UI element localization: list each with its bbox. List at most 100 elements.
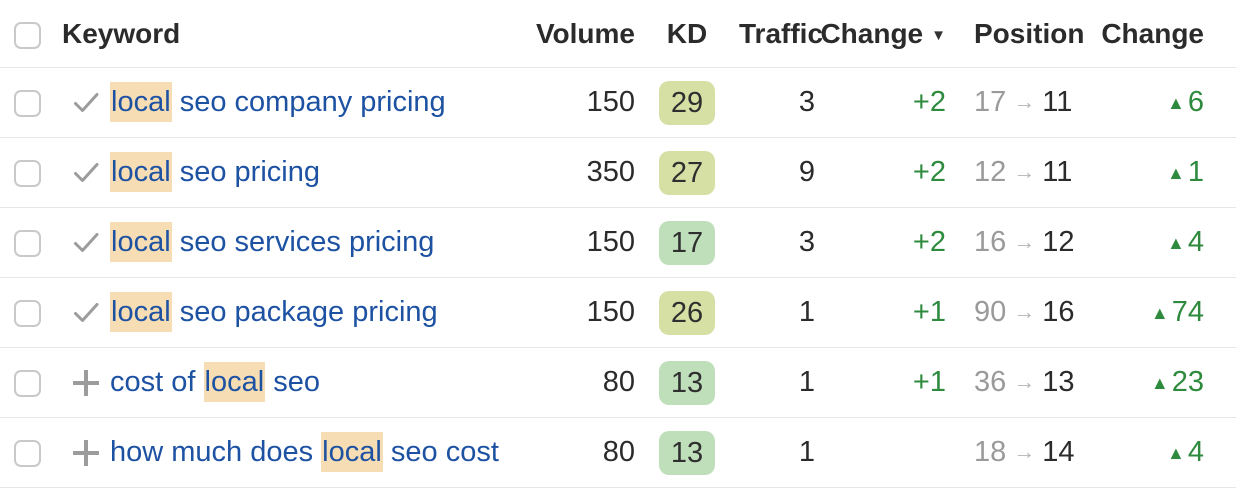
volume-cell: 150 (586, 296, 635, 328)
traffic-cell: 3 (798, 86, 815, 118)
position-cell: 90 → 16 (946, 296, 1077, 329)
kd-cell: 29 (635, 80, 739, 125)
sort-desc-icon: ▼ (931, 26, 946, 44)
position-arrow-icon: → (1013, 159, 1036, 184)
position-change-cell: ▲ 4 (1167, 226, 1204, 258)
keyword-highlight: local (110, 82, 172, 122)
keyword-text: how much does (110, 436, 322, 468)
position-cell: 18 → 14 (946, 436, 1077, 469)
table-row: local seo pricing 350 27 9 +2 12 → 11 ▲ 1 (0, 138, 1236, 208)
table-row: local seo package pricing 150 26 1 +1 90… (0, 278, 1236, 348)
keyword-link[interactable]: cost of local seo (110, 362, 320, 402)
keyword-link[interactable]: local seo services pricing (110, 222, 434, 262)
kd-badge: 13 (659, 360, 715, 405)
keyword-column-label: Keyword (62, 17, 181, 49)
up-triangle-icon: ▲ (1167, 443, 1185, 463)
volume-cell: 150 (586, 226, 635, 258)
row-checkbox[interactable] (14, 159, 41, 187)
kd-badge: 17 (659, 220, 715, 265)
keyword-text: seo services pricing (171, 226, 435, 258)
position-new: 12 (1042, 226, 1075, 258)
keyword-text: seo (265, 366, 320, 398)
traffic-cell: 3 (798, 226, 815, 258)
position-arrow-icon: → (1013, 369, 1036, 394)
traffic-cell: 1 (798, 436, 815, 468)
keyword-text: seo pricing (171, 156, 320, 188)
up-triangle-icon: ▲ (1167, 233, 1185, 253)
row-checkbox[interactable] (14, 439, 41, 467)
column-header-change[interactable]: Change ▼ (820, 17, 946, 49)
column-header-position[interactable]: Position (974, 17, 1085, 49)
column-header-kd[interactable]: KD (666, 17, 708, 49)
kd-cell: 17 (635, 220, 739, 265)
position-change-cell: ▲ 23 (1150, 366, 1204, 398)
kd-cell: 26 (635, 290, 739, 335)
position-old: 16 (974, 226, 1007, 258)
keyword-link[interactable]: local seo company pricing (110, 82, 446, 122)
keyword-highlight: local (110, 152, 172, 192)
traffic-change-cell: +2 (912, 226, 946, 258)
up-triangle-icon: ▲ (1150, 303, 1169, 323)
position-new: 16 (1042, 296, 1075, 328)
column-header-traffic[interactable]: Traffic (739, 17, 824, 49)
table-row: local seo company pricing 150 29 3 +2 17… (0, 68, 1236, 138)
up-triangle-icon: ▲ (1167, 163, 1185, 183)
keyword-link[interactable]: local seo pricing (110, 152, 320, 192)
position-old: 18 (974, 436, 1007, 468)
position-change-cell: ▲ 6 (1167, 86, 1204, 118)
row-checkbox[interactable] (14, 89, 41, 117)
column-header-keyword[interactable]: Keyword (62, 18, 525, 50)
column-header-position-change[interactable]: Change (1101, 17, 1204, 49)
up-triangle-icon: ▲ (1167, 93, 1185, 113)
volume-cell: 150 (586, 86, 635, 118)
position-new: 13 (1042, 366, 1075, 398)
keyword-highlight: local (321, 432, 383, 472)
position-old: 17 (974, 86, 1007, 118)
traffic-cell: 1 (798, 366, 815, 398)
added-check-icon (73, 92, 100, 114)
keyword-link[interactable]: how much does local seo cost (110, 432, 499, 472)
keyword-text: seo company pricing (171, 86, 446, 118)
table-body: local seo company pricing 150 29 3 +2 17… (0, 68, 1236, 488)
position-cell: 12 → 11 (946, 156, 1077, 189)
row-checkbox[interactable] (14, 369, 41, 397)
position-change-cell: ▲ 4 (1167, 436, 1204, 468)
position-change-cell: ▲ 1 (1167, 156, 1204, 188)
added-check-icon (73, 232, 100, 254)
traffic-cell: 9 (798, 156, 815, 188)
traffic-change-cell: +2 (912, 156, 946, 188)
position-arrow-icon: → (1013, 89, 1036, 114)
kd-badge: 27 (659, 150, 715, 195)
position-change-cell: ▲ 74 (1150, 296, 1204, 328)
table-header: Keyword Volume KD Traffic Change ▼ Positi… (0, 0, 1236, 68)
keyword-highlight: local (110, 292, 172, 332)
row-checkbox[interactable] (14, 299, 41, 327)
traffic-cell: 1 (798, 296, 815, 328)
select-all-checkbox[interactable] (14, 21, 41, 49)
keyword-highlight: local (203, 362, 266, 402)
added-check-icon (73, 162, 100, 184)
position-new: 14 (1042, 436, 1075, 468)
traffic-change-cell: +2 (912, 86, 946, 118)
volume-cell: 350 (586, 156, 635, 188)
position-new: 11 (1042, 86, 1073, 118)
column-header-volume[interactable]: Volume (535, 17, 635, 49)
traffic-change-cell: +1 (912, 366, 946, 398)
volume-cell: 80 (602, 366, 635, 398)
add-keyword-plus-icon[interactable] (73, 440, 99, 467)
table-row: how much does local seo cost 80 13 1 18 →… (0, 418, 1236, 488)
up-triangle-icon: ▲ (1150, 373, 1169, 393)
position-old: 36 (974, 366, 1007, 398)
kd-cell: 13 (635, 360, 739, 405)
add-keyword-plus-icon[interactable] (73, 370, 99, 397)
position-cell: 36 → 13 (946, 366, 1077, 399)
kd-cell: 27 (635, 150, 739, 195)
position-old: 90 (974, 296, 1007, 328)
keyword-highlight: local (110, 222, 172, 262)
keyword-link[interactable]: local seo package pricing (110, 292, 438, 332)
position-cell: 16 → 12 (946, 226, 1077, 259)
table-row: local seo services pricing 150 17 3 +2 1… (0, 208, 1236, 278)
row-checkbox[interactable] (14, 229, 41, 257)
keyword-text: cost of (110, 366, 204, 398)
